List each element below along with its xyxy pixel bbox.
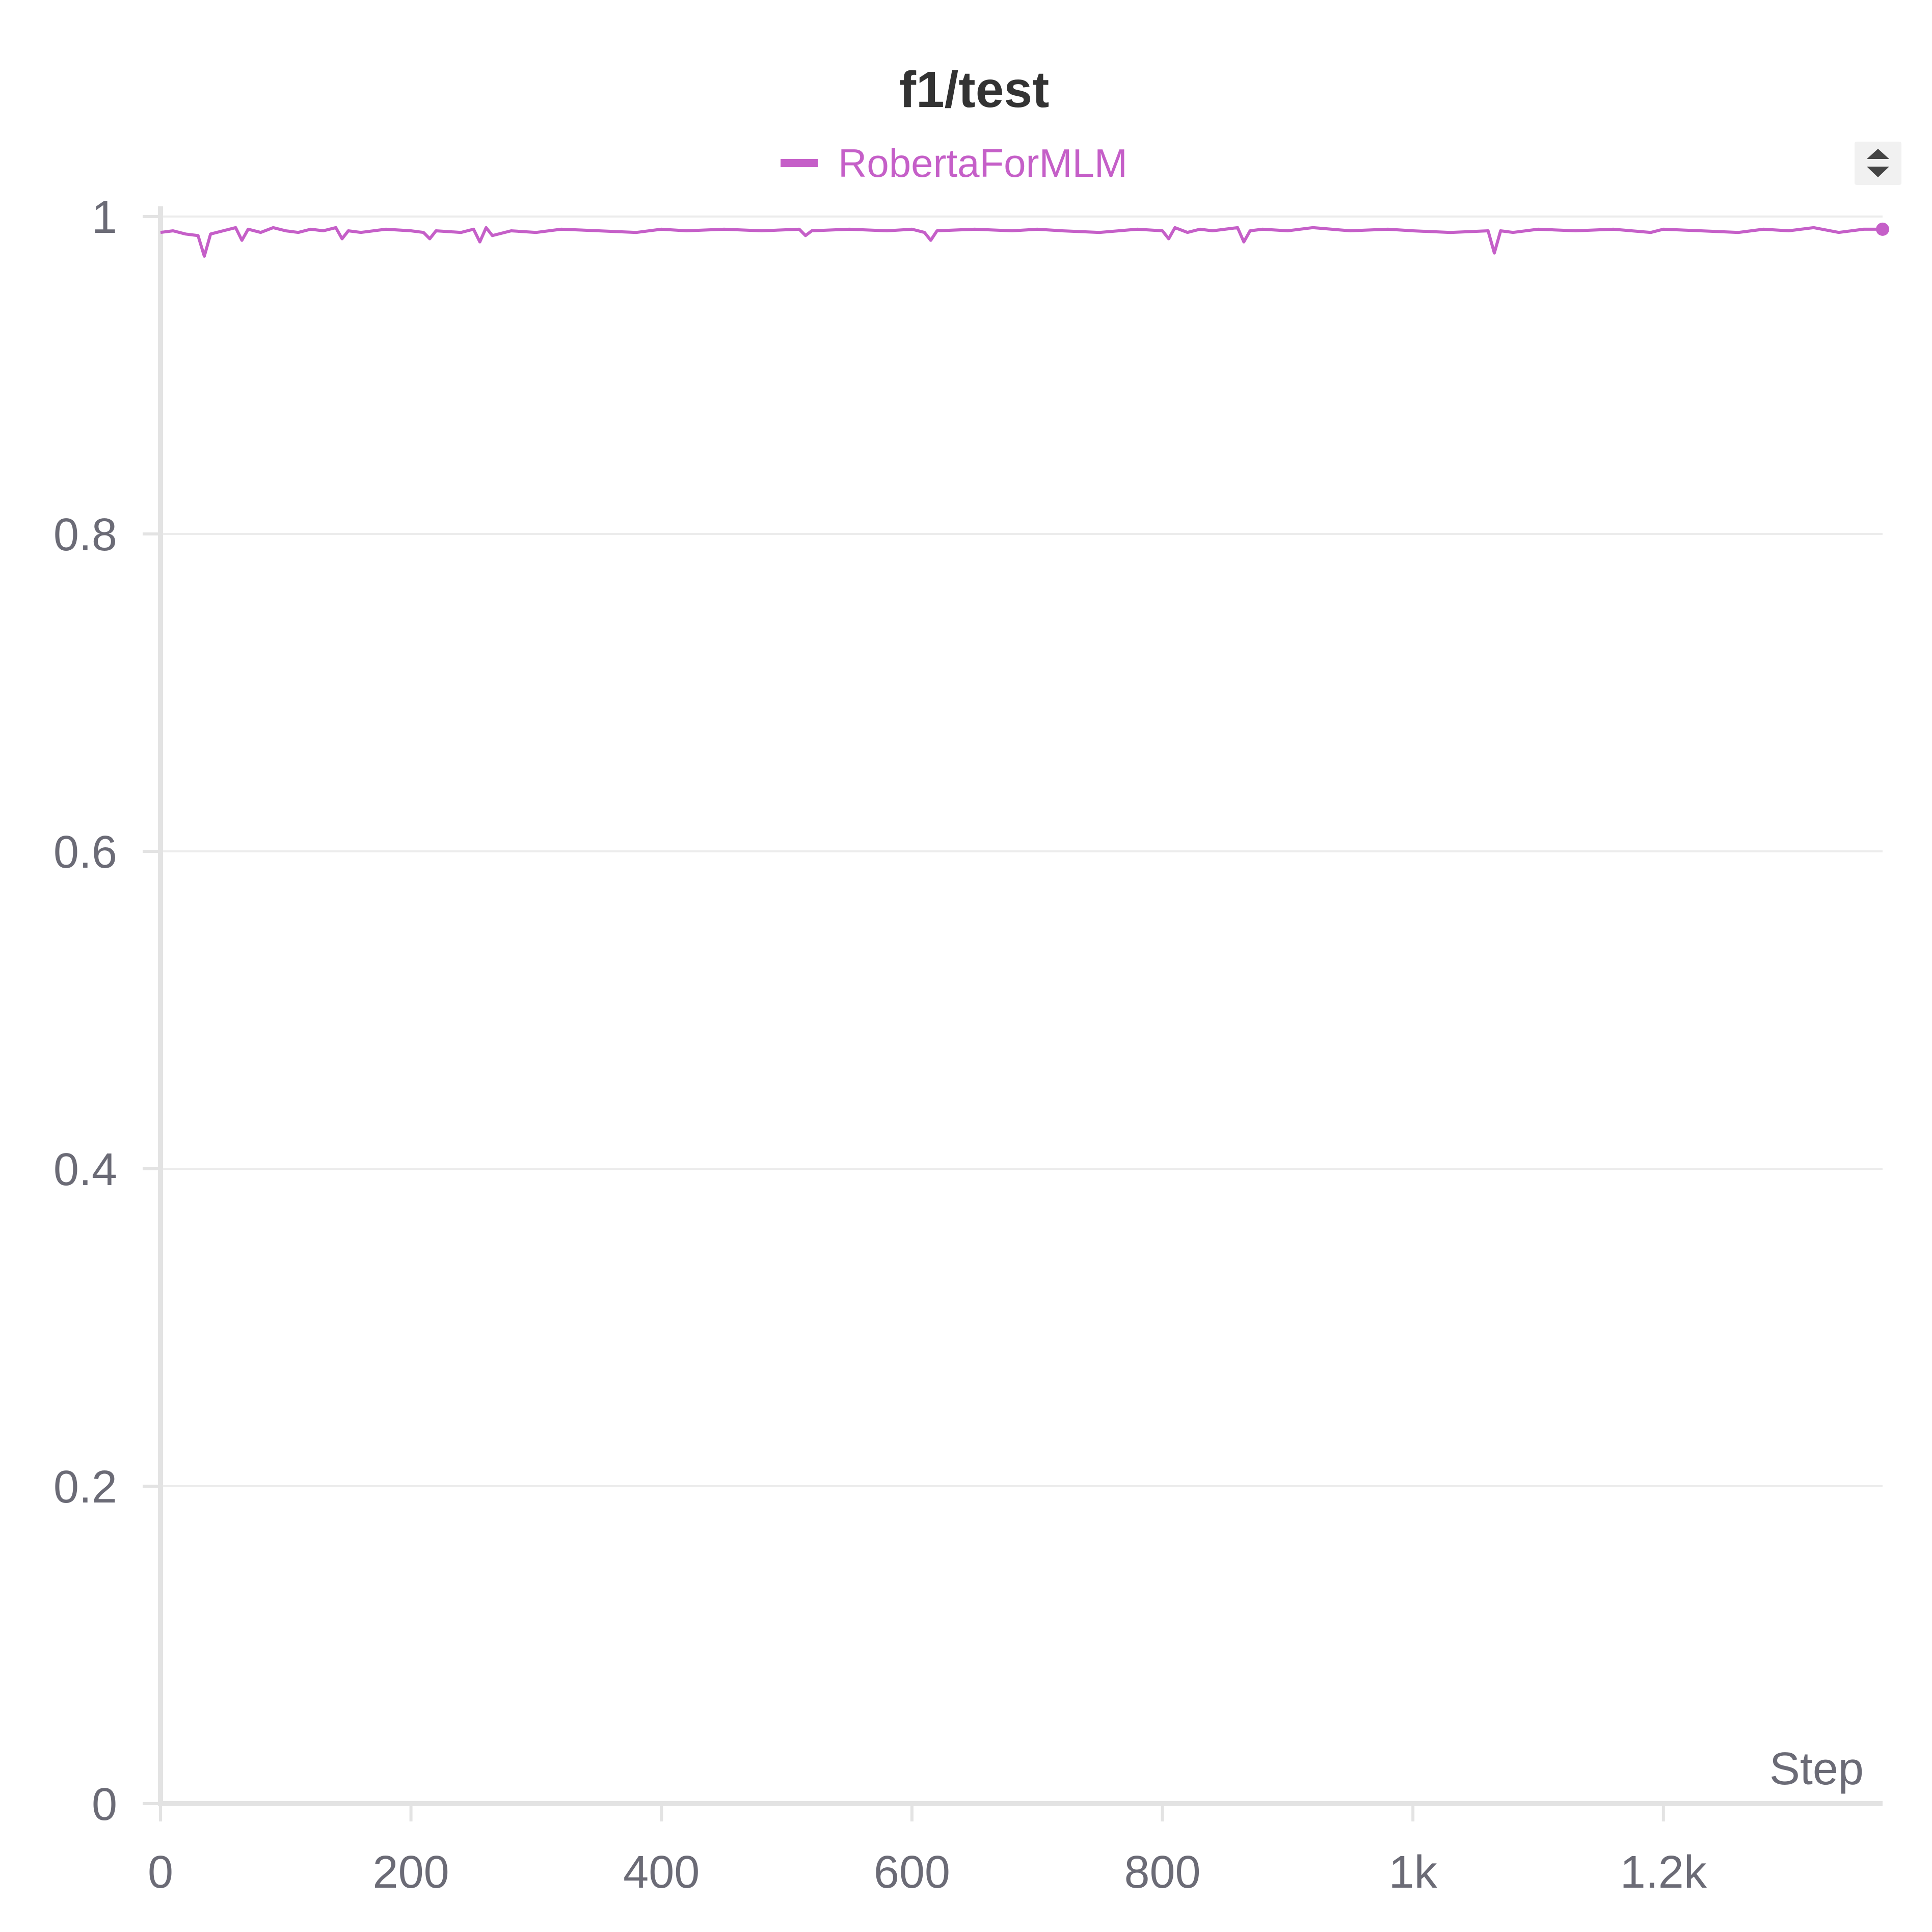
x-tick-label: 800 [1124, 1847, 1200, 1898]
y-tick-label: 0.2 [53, 1462, 117, 1513]
x-axis-label: Step [1769, 1743, 1864, 1794]
x-tick-label: 1k [1389, 1847, 1438, 1898]
series-layer [160, 222, 1889, 258]
y-axis-ticks: 0 0.2 0.4 0.6 0.8 1 [53, 192, 160, 1830]
y-tick-label: 0.6 [53, 827, 117, 878]
chart-title: f1/test [899, 61, 1050, 118]
legend[interactable]: RobertaForMLM [781, 141, 1128, 185]
y-tick-label: 0.8 [53, 509, 117, 560]
x-tick-label: 200 [373, 1847, 449, 1898]
axes [158, 206, 1883, 1806]
legend-label-robertaformlm: RobertaForMLM [838, 141, 1128, 185]
legend-scroll-control[interactable] [1855, 142, 1901, 185]
x-tick-label: 400 [623, 1847, 700, 1898]
series-end-point [1876, 222, 1889, 236]
grid-lines [160, 216, 1883, 1487]
x-tick-label: 600 [874, 1847, 950, 1898]
series-line-robertaformlm [160, 226, 1883, 258]
x-axis-ticks: 0 200 400 600 800 1k 1.2k [148, 1804, 1707, 1898]
x-tick-label: 0 [148, 1847, 173, 1898]
x-tick-label: 1.2k [1620, 1847, 1707, 1898]
chevron-up-icon [1867, 149, 1889, 159]
y-tick-label: 1 [92, 192, 117, 243]
y-tick-label: 0 [92, 1779, 117, 1830]
chevron-down-icon [1867, 167, 1889, 177]
y-tick-label: 0.4 [53, 1144, 117, 1195]
